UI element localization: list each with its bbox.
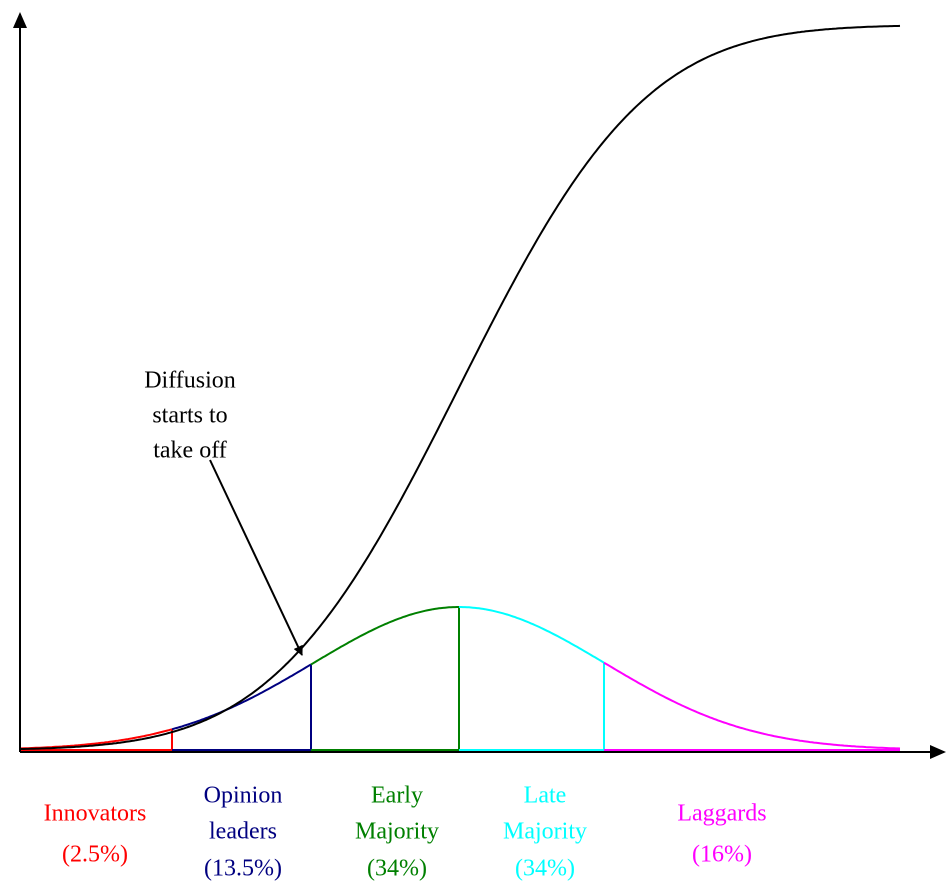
segment-share: (2.5%) xyxy=(62,842,128,868)
segment-label: leaders xyxy=(209,819,277,845)
segment-share: (34%) xyxy=(515,856,575,882)
bell-segment xyxy=(171,663,312,731)
segment-share: (34%) xyxy=(367,856,427,882)
segment-share: (13.5%) xyxy=(204,856,282,882)
bell-segment xyxy=(310,606,459,666)
segment-label: Early xyxy=(371,783,423,809)
segment-share: (16%) xyxy=(692,842,752,868)
adoption-curve xyxy=(20,24,901,750)
segment-label: Majority xyxy=(355,819,439,845)
segment-label: Laggards xyxy=(677,801,766,827)
segment-label: Majority xyxy=(503,819,587,845)
annotation-arrow xyxy=(209,459,303,656)
segment-label: Opinion xyxy=(204,783,283,809)
segment-label: Late xyxy=(524,783,567,809)
bell-segment xyxy=(459,606,605,664)
annotation-text: take off xyxy=(153,438,227,464)
annotation-text: Diffusion xyxy=(144,368,236,394)
annotation-text: starts to xyxy=(152,403,227,429)
curves xyxy=(20,24,901,751)
bell-segment xyxy=(603,661,901,750)
segment-label: Innovators xyxy=(44,801,147,827)
